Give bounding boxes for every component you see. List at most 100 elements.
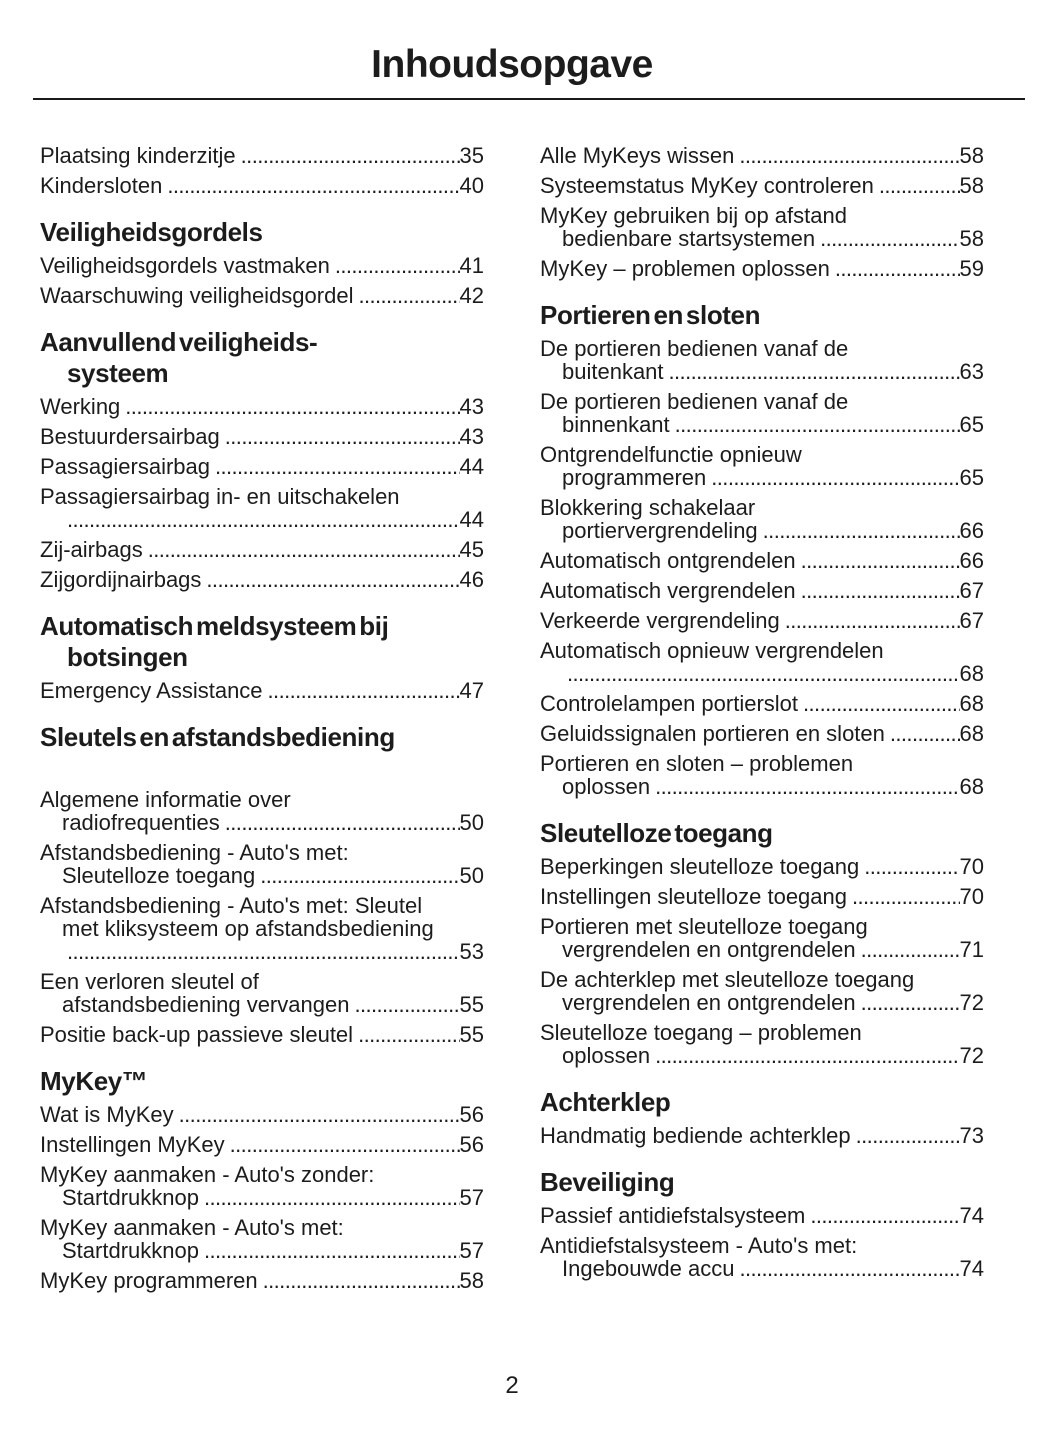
entry-page-number: 35 (459, 143, 484, 168)
toc-entry: MyKey aanmaken - Auto's met: Startdrukkno… (40, 1216, 484, 1262)
entry-leader-row: Handmatig bediende achterklep...........… (540, 1124, 984, 1147)
entry-leader-row: vergrendelen en ontgrendelen............… (540, 938, 984, 961)
entry-leader-row: Ingebouwde accu.........................… (540, 1257, 984, 1280)
entry-leader-row: Plaatsing kinderzitje...................… (40, 144, 484, 167)
dot-leader: ........................................… (655, 1044, 959, 1067)
entry-label: Plaatsing kinderzitje (40, 143, 236, 168)
entry-label: Handmatig bediende achterklep (540, 1123, 851, 1148)
entry-label-line: Sleutelloze toegang – problemen (540, 1020, 862, 1045)
entry-page-number: 55 (459, 992, 484, 1017)
entry-leader-row: Verkeerde vergrendeling.................… (540, 609, 984, 632)
entry-page-number: 56 (459, 1102, 484, 1127)
entry-label: bedienbare startsystemen (562, 226, 816, 251)
section-heading: Beveiliging (540, 1167, 984, 1198)
toc-entry: Alle MyKeys wissen......................… (540, 144, 984, 167)
entry-label-line: Algemene informatie over (40, 787, 291, 812)
dot-leader: ........................................… (206, 568, 460, 591)
entry-page-number: 42 (459, 283, 484, 308)
entry-page-number: 47 (459, 678, 484, 703)
dot-leader: ........................................… (834, 257, 960, 280)
entry-label: Controlelampen portierslot (540, 691, 799, 716)
dot-leader: ........................................… (224, 425, 460, 448)
toc-entry: Ontgrendelfunctie opnieuw programmeren...… (540, 443, 984, 489)
toc-section: Sleutelloze toegang Beperkingen sleutello… (540, 818, 984, 1067)
entry-page-number: 67 (959, 608, 984, 633)
entry-label: Ingebouwde accu (562, 1256, 735, 1281)
toc-entry: MyKey gebruiken bij op afstand bedienbare… (540, 204, 984, 250)
page-title: Inhoudsopgave (371, 43, 653, 86)
toc-entry: De achterklep met sleutelloze toegang ver… (540, 968, 984, 1014)
entry-leader-row: Instellingen sleutelloze toegang........… (540, 885, 984, 908)
entry-label-line: met kliksysteem op afstandsbediening (62, 916, 434, 941)
toc-entry: Zij-airbags.............................… (40, 538, 484, 561)
entry-label: Beperkingen sleutelloze toegang (540, 854, 860, 879)
toc-entry: Plaatsing kinderzitje...................… (40, 144, 484, 167)
toc-entry: Passief antidiefstalsysteem.............… (540, 1204, 984, 1227)
dot-leader: ........................................… (855, 1124, 960, 1147)
entry-page-number: 41 (459, 253, 484, 278)
entry-label-line: MyKey aanmaken - Auto's zonder: (40, 1162, 375, 1187)
entry-page-number: 58 (959, 173, 984, 198)
entry-page-number: 44 (459, 454, 484, 479)
entry-leader-row: radiofrequenties........................… (40, 811, 484, 834)
page-number: 2 (505, 1372, 519, 1399)
dot-leader: ........................................… (860, 938, 960, 961)
entry-label: radiofrequenties (62, 810, 220, 835)
entry-leader-row: Startdrukknop...........................… (40, 1186, 484, 1209)
entry-page-number: 70 (959, 854, 984, 879)
dot-leader: ........................................… (810, 1204, 960, 1227)
section-heading: MyKey™ (40, 1066, 484, 1097)
toc-column-left: Plaatsing kinderzitje...................… (40, 144, 484, 1299)
toc-section: Beveiliging Passief antidiefstalsysteem..… (540, 1167, 984, 1280)
entry-label: Emergency Assistance (40, 678, 263, 703)
entry-page-number: 57 (459, 1185, 484, 1210)
entry-page-number: 58 (959, 226, 984, 251)
entry-label: Startdrukknop (62, 1238, 199, 1263)
section-heading-line: Sleutels en afstandsbediening (40, 722, 395, 752)
toc-entry: Werking.................................… (40, 395, 484, 418)
dot-leader: ........................................… (655, 775, 959, 798)
entry-leader-row: ........................................… (40, 508, 484, 531)
entry-leader-row: Bestuurdersairbag.......................… (40, 425, 484, 448)
entry-page-number: 68 (959, 721, 984, 746)
section-heading-line: MyKey™ (40, 1066, 148, 1096)
toc-entry: De portieren bedienen vanaf de buitenkant… (540, 337, 984, 383)
dot-leader: ........................................… (267, 679, 460, 702)
entry-page-number: 50 (459, 863, 484, 888)
entry-page-number: 50 (459, 810, 484, 835)
entry-leader-row: buitenkant..............................… (540, 360, 984, 383)
entry-page-number: 56 (459, 1132, 484, 1157)
entry-label: Verkeerde vergrendeling (540, 608, 780, 633)
dot-leader: ........................................… (167, 174, 460, 197)
entry-leader-row: Passagiersairbag........................… (40, 455, 484, 478)
entry-leader-row: Wat is MyKey............................… (40, 1103, 484, 1126)
entry-leader-row: Automatisch vergrendelen................… (540, 579, 984, 602)
entry-label-line: De achterklep met sleutelloze toegang (540, 967, 915, 992)
toc-entry: MyKey programmeren......................… (40, 1269, 484, 1292)
section-heading: Veiligheidsgordels (40, 217, 484, 248)
entry-label: Zij-airbags (40, 537, 143, 562)
entry-leader-row: Zij-airbags.............................… (40, 538, 484, 561)
toc-entry: Positie back-up passieve sleutel........… (40, 1023, 484, 1046)
entry-page-number: 40 (459, 173, 484, 198)
toc-entry: Automatisch ontgrendelen................… (540, 549, 984, 572)
entry-leader-row: Automatisch ontgrendelen................… (540, 549, 984, 572)
toc-section: Automatisch meldsysteem bij botsingen Emer… (40, 611, 484, 702)
toc-entry: Verkeerde vergrendeling.................… (540, 609, 984, 632)
toc-entry: Algemene informatie over radiofrequenties… (40, 788, 484, 834)
entry-page-number: 73 (959, 1123, 984, 1148)
section-heading: Aanvullend veiligheids-systeem (40, 327, 484, 389)
entry-label: Bestuurdersairbag (40, 424, 220, 449)
entry-label: Wat is MyKey (40, 1102, 174, 1127)
section-heading-line: botsingen (67, 642, 188, 672)
entry-leader-row: Instellingen MyKey......................… (40, 1133, 484, 1156)
entry-leader-row: MyKey – problemen oplossen..............… (540, 257, 984, 280)
toc-section: Sleutels en afstandsbediening Algemene in… (40, 722, 484, 1046)
entry-page-number: 46 (459, 567, 484, 592)
entry-label: programmeren (562, 465, 707, 490)
dot-leader: ........................................… (214, 455, 460, 478)
toc-entry: Geluidssignalen portieren en sloten.....… (540, 722, 984, 745)
section-heading-line: Automatisch meldsysteem bij (40, 611, 389, 641)
dot-leader: ........................................… (668, 360, 960, 383)
entry-leader-row: oplossen................................… (540, 775, 984, 798)
